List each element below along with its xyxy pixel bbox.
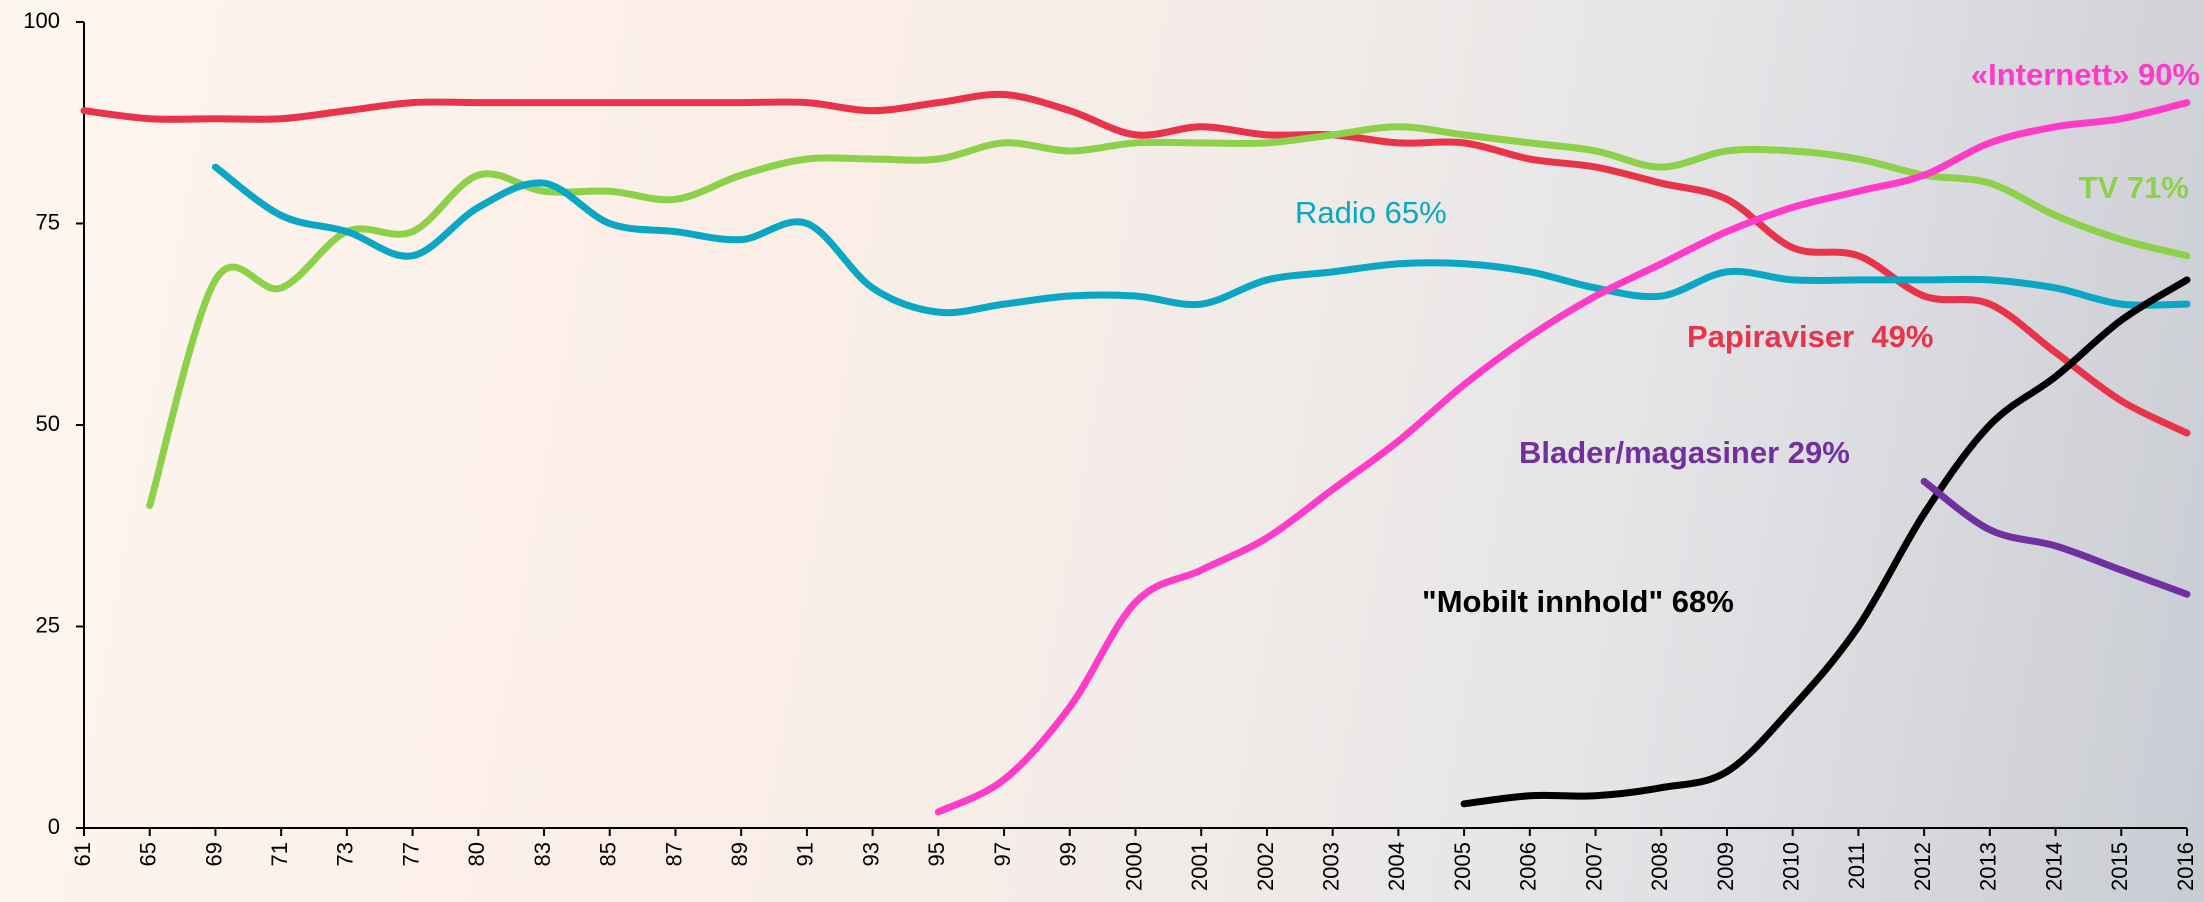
x-tick-label: 85 bbox=[596, 842, 621, 866]
x-tick-label: 2016 bbox=[2173, 842, 2198, 891]
x-tick-label: 2008 bbox=[1647, 842, 1672, 891]
x-tick-label: 99 bbox=[1056, 842, 1081, 866]
x-tick-label: 2001 bbox=[1187, 842, 1212, 891]
x-tick-label: 2013 bbox=[1976, 842, 2001, 891]
x-tick-label: 69 bbox=[201, 842, 226, 866]
x-tick-label: 2010 bbox=[1779, 842, 1804, 891]
x-tick-label: 89 bbox=[727, 842, 752, 866]
y-tick-label: 25 bbox=[36, 612, 60, 637]
x-tick-label: 77 bbox=[398, 842, 423, 866]
x-tick-label: 2000 bbox=[1121, 842, 1146, 891]
y-tick-label: 0 bbox=[48, 814, 60, 839]
y-tick-label: 75 bbox=[36, 209, 60, 234]
series-line bbox=[1924, 481, 2187, 594]
x-tick-label: 2007 bbox=[1581, 842, 1606, 891]
y-tick-label: 100 bbox=[23, 8, 60, 33]
x-tick-label: 2005 bbox=[1450, 842, 1475, 891]
x-tick-label: 2006 bbox=[1516, 842, 1541, 891]
x-tick-label: 93 bbox=[858, 842, 883, 866]
x-tick-label: 95 bbox=[924, 842, 949, 866]
series-label: "Mobilt innhold" 68% bbox=[1422, 584, 1734, 619]
x-tick-label: 61 bbox=[70, 842, 95, 866]
x-tick-label: 65 bbox=[136, 842, 161, 866]
y-tick-label: 50 bbox=[36, 411, 60, 436]
series-line bbox=[1464, 280, 2187, 804]
x-tick-label: 97 bbox=[990, 842, 1015, 866]
x-tick-label: 2003 bbox=[1318, 842, 1343, 891]
x-tick-label: 91 bbox=[793, 842, 818, 866]
x-tick-label: 73 bbox=[333, 842, 358, 866]
chart: 0 25 50 75 100 61 65 69 71 73 77 80 83 85 87 89 91 93 95 97… bbox=[0, 0, 2204, 902]
series-label: Papiraviser 49% bbox=[1687, 319, 1933, 354]
x-tick-label: 2015 bbox=[2107, 842, 2132, 891]
series-label: Radio 65% bbox=[1295, 195, 1447, 230]
x-tick-label: 80 bbox=[464, 842, 489, 866]
x-tick-label: 2012 bbox=[1910, 842, 1935, 891]
x-tick-label: 2004 bbox=[1384, 842, 1409, 891]
x-tick-label: 2002 bbox=[1253, 842, 1278, 891]
series-label: Blader/magasiner 29% bbox=[1519, 435, 1850, 470]
series-label: TV 71% bbox=[2079, 170, 2189, 205]
series-line bbox=[215, 167, 2187, 313]
series-label: «Internett» 90% bbox=[1971, 57, 2200, 92]
x-tick-label: 2009 bbox=[1713, 842, 1738, 891]
x-tick-label: 2014 bbox=[2041, 842, 2066, 891]
x-tick-label: 71 bbox=[267, 842, 292, 866]
x-tick-label: 2011 bbox=[1844, 842, 1869, 889]
x-tick-label: 83 bbox=[530, 842, 555, 866]
x-tick-label: 87 bbox=[661, 842, 686, 866]
